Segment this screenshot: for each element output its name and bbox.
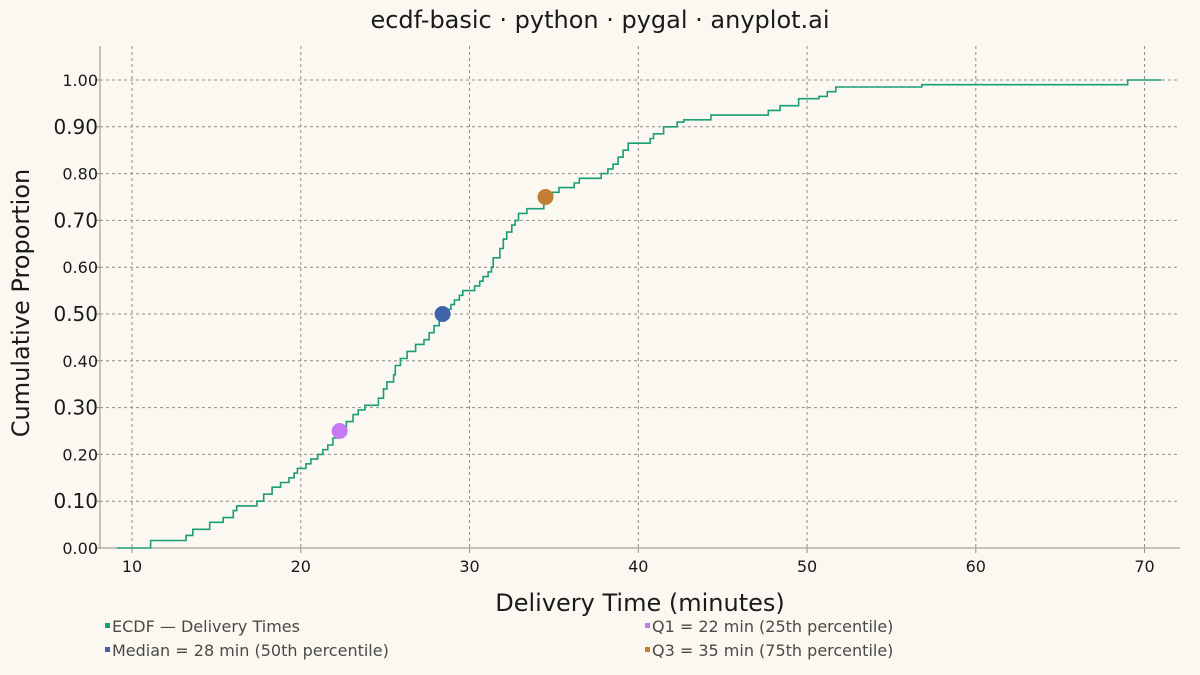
legend-label: Median = 28 min (50th percentile) (112, 641, 389, 660)
y-tick-label: 0.20 (62, 445, 98, 464)
y-axis-title: Cumulative Proportion (7, 169, 35, 437)
y-tick-label: 0.00 (62, 539, 98, 558)
q1-marker (331, 423, 348, 439)
y-tick-label: 0.60 (62, 258, 98, 277)
x-tick-label: 20 (291, 557, 311, 576)
y-tick-label: 0.50 (53, 302, 98, 326)
axes (99, 46, 1180, 549)
q3-marker (537, 189, 554, 205)
gridlines (100, 46, 1180, 548)
y-tick-label: 0.80 (62, 165, 98, 184)
legend: ECDF — Delivery Times Q1 = 22 min (25th p… (105, 617, 893, 660)
x-axis-title: Delivery Time (minutes) (495, 589, 785, 617)
x-tick-label: 50 (797, 557, 817, 576)
y-tick-label: 0.90 (53, 115, 98, 139)
x-tick-label: 70 (1134, 557, 1154, 576)
x-tick-label: 60 (966, 557, 986, 576)
legend-swatch (645, 623, 650, 628)
y-tick-label: 0.70 (53, 208, 98, 232)
tick-labels: 0.00 0.10 0.20 0.30 0.40 0.50 0.60 0.70 0.80 0.90… (53, 71, 1154, 576)
y-tick-label: 0.30 (53, 396, 98, 420)
y-tick-label: 0.10 (53, 489, 98, 513)
legend-swatch (105, 647, 110, 652)
chart-title: ecdf-basic · python · pygal · anyplot.ai (370, 6, 829, 34)
y-tick-label: 0.40 (62, 352, 98, 371)
legend-swatch (645, 647, 650, 652)
ecdf-step-line (116, 79, 1162, 549)
x-tick-label: 40 (628, 557, 648, 576)
y-tick-label: 1.00 (62, 71, 98, 90)
legend-swatch (105, 623, 110, 628)
data-series (116, 79, 1162, 549)
legend-label: Q3 = 35 min (75th percentile) (652, 641, 893, 660)
legend-label: Q1 = 22 min (25th percentile) (652, 617, 893, 636)
x-tick-label: 10 (122, 557, 142, 576)
x-tick-label: 30 (459, 557, 479, 576)
median-marker (434, 306, 451, 322)
legend-label: ECDF — Delivery Times (112, 617, 300, 636)
